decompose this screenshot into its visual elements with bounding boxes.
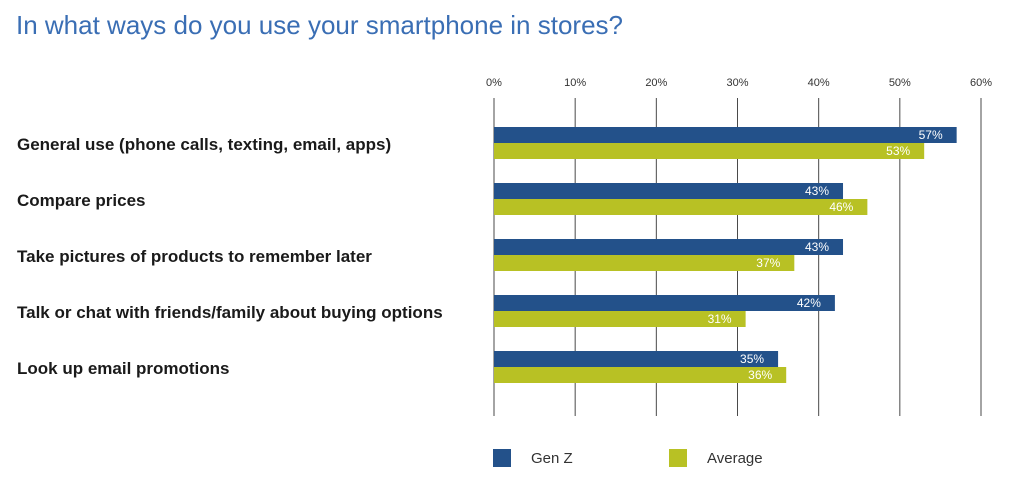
- x-tick-label: 0%: [486, 77, 502, 89]
- x-tick-label: 40%: [808, 77, 830, 89]
- legend-item-gen-z: Gen Z: [493, 448, 573, 468]
- legend-swatch-gen-z: [493, 449, 511, 467]
- bar-gen-z: [494, 183, 844, 199]
- data-label: 43%: [805, 184, 829, 198]
- category-label: Talk or chat with friends/family about b…: [17, 303, 443, 322]
- bar-average: [494, 255, 795, 271]
- x-tick-label: 10%: [564, 77, 586, 89]
- category-label: Compare prices: [17, 191, 146, 210]
- legend-label-average: Average: [707, 449, 763, 467]
- bar-gen-z: [494, 351, 779, 367]
- data-label: 36%: [748, 368, 772, 382]
- chart-title: In what ways do you use your smartphone …: [16, 10, 623, 40]
- data-label: 46%: [829, 200, 853, 214]
- x-tick-label: 30%: [726, 77, 748, 89]
- bar-average: [494, 199, 868, 215]
- category-label: Look up email promotions: [17, 359, 230, 378]
- data-label: 53%: [886, 144, 910, 158]
- legend-swatch-average: [669, 449, 687, 467]
- bar-average: [494, 311, 746, 327]
- legend-item-average: Average: [669, 448, 763, 468]
- bar-average: [494, 367, 787, 383]
- bar-gen-z: [494, 127, 957, 143]
- data-label: 43%: [805, 240, 829, 254]
- data-label: 35%: [740, 352, 764, 366]
- data-label: 31%: [708, 312, 732, 326]
- data-label: 37%: [756, 256, 780, 270]
- x-tick-label: 60%: [970, 77, 992, 89]
- bar-gen-z: [494, 295, 835, 311]
- bar-gen-z: [494, 239, 844, 255]
- bar-average: [494, 143, 925, 159]
- x-tick-label: 20%: [645, 77, 667, 89]
- data-label: 57%: [919, 128, 943, 142]
- x-tick-label: 50%: [889, 77, 911, 89]
- data-label: 42%: [797, 296, 821, 310]
- category-label: General use (phone calls, texting, email…: [17, 135, 392, 154]
- category-label: Take pictures of products to remember la…: [17, 247, 372, 266]
- legend-label-gen-z: Gen Z: [531, 449, 573, 467]
